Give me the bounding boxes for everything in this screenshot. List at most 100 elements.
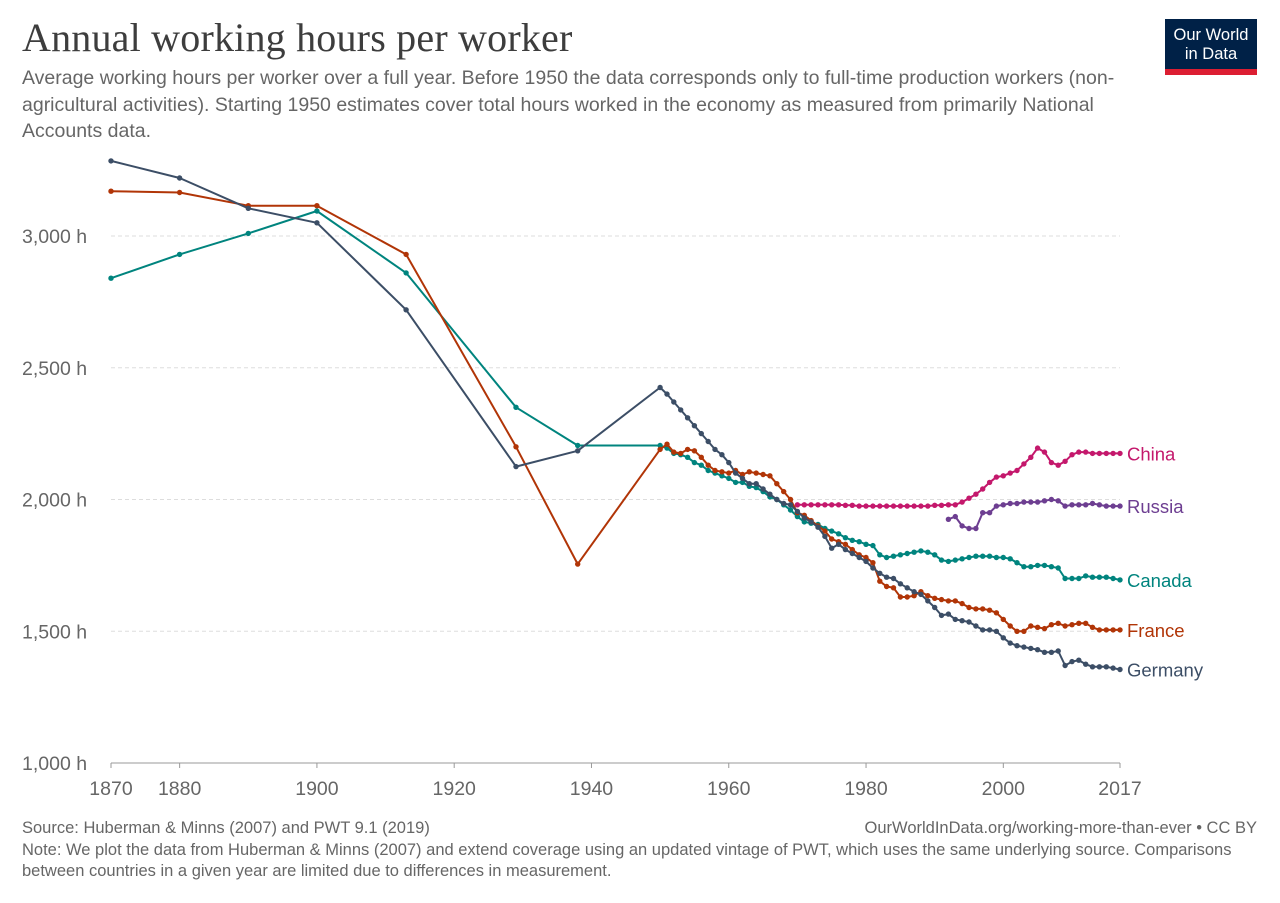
data-point[interactable]	[993, 474, 1000, 480]
data-point[interactable]	[918, 548, 924, 554]
data-point[interactable]	[980, 553, 986, 559]
data-point[interactable]	[945, 611, 952, 617]
data-point[interactable]	[1028, 645, 1034, 652]
data-point[interactable]	[993, 610, 1000, 616]
data-point[interactable]	[925, 598, 931, 604]
data-point[interactable]	[760, 471, 766, 478]
data-point[interactable]	[1014, 643, 1020, 649]
data-point[interactable]	[918, 503, 924, 509]
data-point[interactable]	[986, 627, 993, 633]
data-point[interactable]	[815, 524, 821, 530]
data-point[interactable]	[1041, 649, 1048, 655]
data-point[interactable]	[1034, 445, 1041, 451]
data-point[interactable]	[1076, 502, 1082, 508]
data-point[interactable]	[1021, 644, 1027, 650]
data-point[interactable]	[932, 595, 938, 601]
data-point[interactable]	[1076, 620, 1082, 626]
data-point[interactable]	[1096, 574, 1103, 580]
data-point[interactable]	[664, 441, 670, 447]
data-point[interactable]	[1096, 502, 1103, 508]
data-point[interactable]	[684, 415, 691, 421]
data-point[interactable]	[1069, 452, 1075, 458]
data-point[interactable]	[657, 442, 663, 449]
data-point[interactable]	[1000, 616, 1006, 623]
data-point[interactable]	[822, 502, 828, 508]
data-point[interactable]	[801, 515, 807, 521]
data-point[interactable]	[897, 552, 904, 558]
data-point[interactable]	[657, 446, 663, 453]
data-point[interactable]	[911, 593, 917, 599]
data-point[interactable]	[959, 499, 965, 505]
series-germany[interactable]	[108, 158, 1123, 673]
data-point[interactable]	[904, 550, 910, 557]
data-point[interactable]	[1089, 624, 1096, 630]
data-point[interactable]	[1007, 556, 1013, 562]
data-point[interactable]	[980, 510, 986, 516]
data-point[interactable]	[774, 481, 780, 487]
data-point[interactable]	[822, 528, 828, 534]
data-point[interactable]	[691, 459, 698, 466]
data-point[interactable]	[808, 519, 814, 525]
data-point[interactable]	[883, 554, 890, 561]
data-point[interactable]	[883, 503, 890, 509]
data-point[interactable]	[726, 475, 732, 482]
data-point[interactable]	[1110, 503, 1116, 509]
data-point[interactable]	[1103, 574, 1110, 580]
data-point[interactable]	[108, 188, 114, 194]
data-point[interactable]	[870, 560, 876, 566]
data-point[interactable]	[980, 606, 986, 612]
data-point[interactable]	[883, 583, 890, 590]
data-point[interactable]	[719, 452, 725, 458]
data-point[interactable]	[1110, 575, 1116, 582]
data-point[interactable]	[1083, 573, 1089, 579]
data-point[interactable]	[986, 607, 993, 613]
data-point[interactable]	[1076, 449, 1082, 455]
data-point[interactable]	[959, 618, 965, 624]
data-point[interactable]	[959, 523, 965, 529]
data-point[interactable]	[1028, 623, 1034, 629]
data-point[interactable]	[808, 502, 814, 508]
data-point[interactable]	[1014, 500, 1020, 507]
data-point[interactable]	[1089, 574, 1096, 580]
data-point[interactable]	[774, 496, 780, 503]
data-point[interactable]	[1096, 664, 1103, 670]
data-point[interactable]	[918, 591, 924, 598]
data-point[interactable]	[1069, 622, 1075, 628]
data-point[interactable]	[794, 513, 801, 520]
data-point[interactable]	[1062, 503, 1068, 509]
data-point[interactable]	[746, 481, 752, 487]
data-point[interactable]	[108, 158, 114, 164]
data-point[interactable]	[1110, 665, 1116, 671]
data-point[interactable]	[678, 407, 684, 413]
data-point[interactable]	[829, 502, 835, 508]
data-point[interactable]	[403, 251, 409, 258]
data-point[interactable]	[1062, 458, 1068, 464]
data-point[interactable]	[698, 430, 704, 437]
data-point[interactable]	[959, 556, 965, 562]
data-point[interactable]	[1014, 560, 1020, 566]
data-point[interactable]	[911, 549, 917, 555]
data-point[interactable]	[1000, 502, 1006, 508]
data-point[interactable]	[1000, 554, 1006, 561]
data-point[interactable]	[1055, 498, 1061, 504]
data-point[interactable]	[1055, 565, 1061, 571]
data-point[interactable]	[657, 384, 663, 391]
data-point[interactable]	[952, 502, 958, 508]
data-point[interactable]	[945, 558, 952, 565]
data-point[interactable]	[966, 619, 972, 625]
data-point[interactable]	[664, 391, 670, 397]
data-point[interactable]	[671, 449, 677, 455]
data-point[interactable]	[794, 502, 801, 508]
data-point[interactable]	[1117, 503, 1123, 509]
data-point[interactable]	[787, 507, 794, 513]
data-point[interactable]	[1089, 500, 1096, 507]
data-point[interactable]	[870, 565, 876, 571]
data-point[interactable]	[932, 502, 938, 508]
data-point[interactable]	[938, 596, 945, 603]
data-point[interactable]	[890, 553, 897, 559]
data-point[interactable]	[719, 469, 725, 475]
data-point[interactable]	[1083, 620, 1089, 626]
data-point[interactable]	[952, 557, 958, 563]
data-point[interactable]	[705, 462, 711, 468]
data-point[interactable]	[1021, 564, 1027, 570]
